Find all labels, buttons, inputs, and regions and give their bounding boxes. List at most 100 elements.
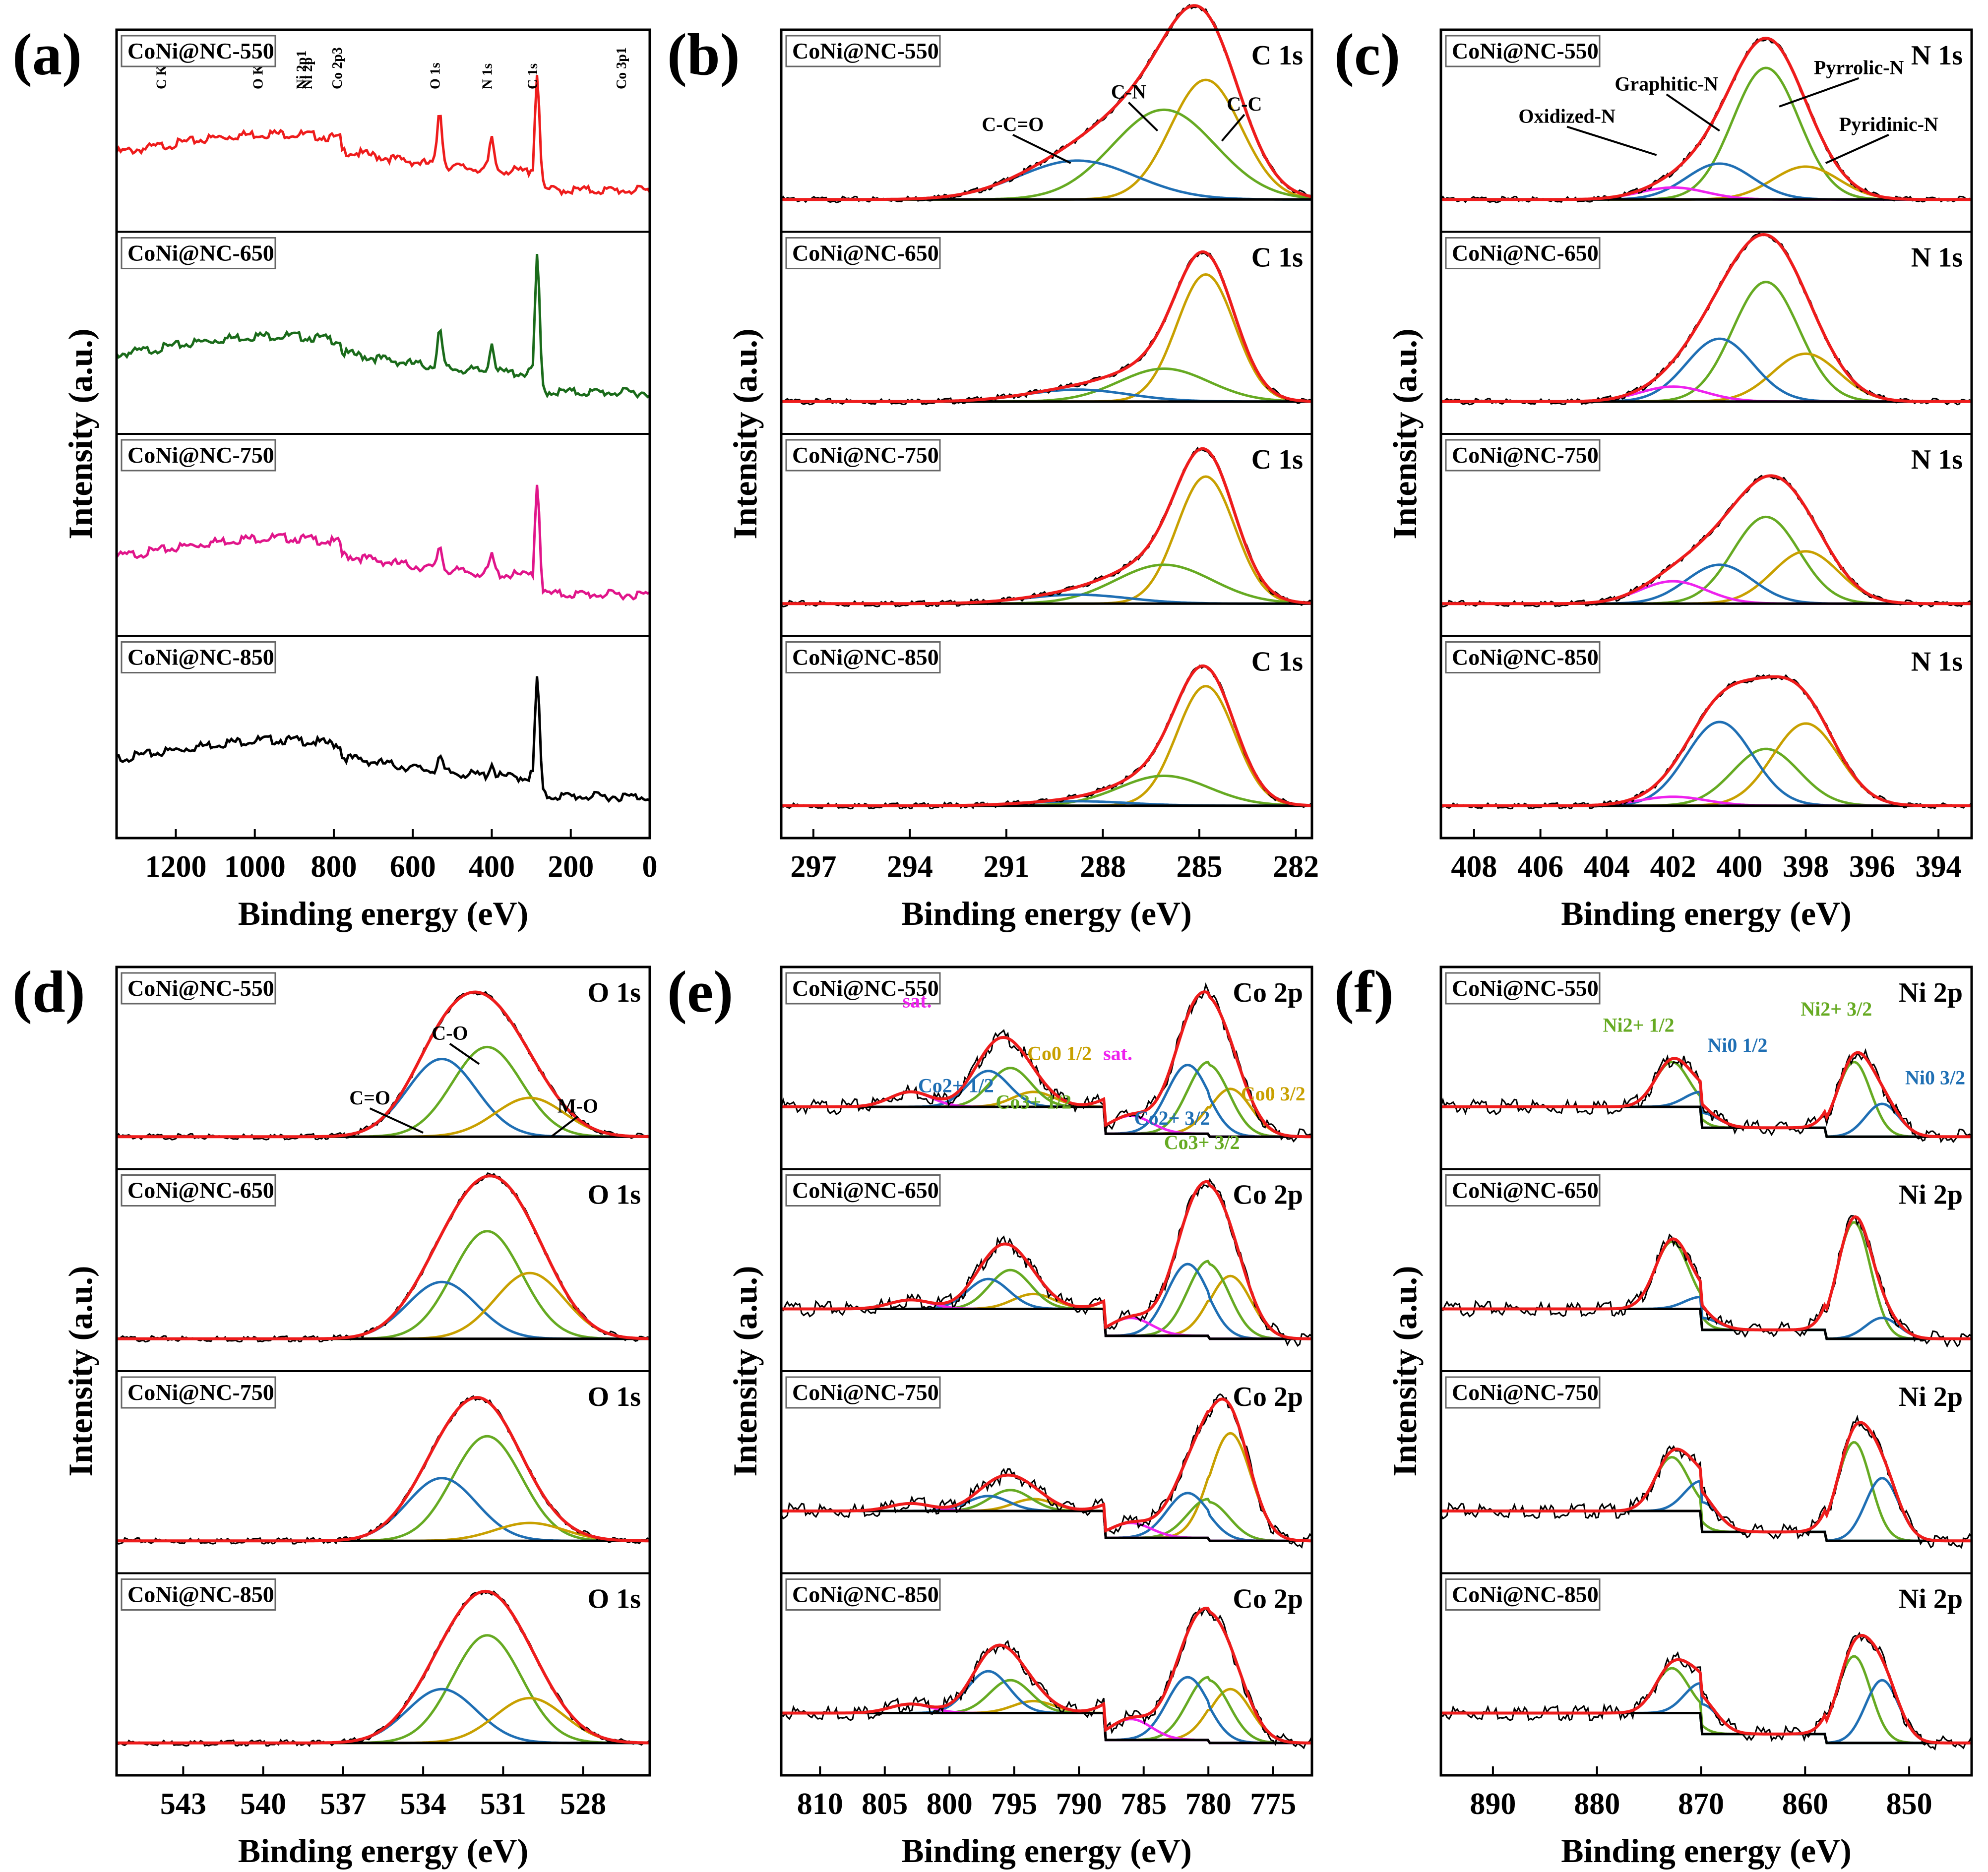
- survey-annotation: O 1s: [428, 62, 443, 89]
- sample-label-box: [121, 641, 276, 673]
- core-level-label: O 1s: [588, 1180, 641, 1210]
- core-level-label: Co 2p: [1233, 977, 1303, 1008]
- peak-annotation: Co3+ 1/2: [996, 1090, 1072, 1113]
- sample-label: CoNi@NC-750: [127, 442, 274, 468]
- x-tick-label: 795: [991, 1787, 1037, 1821]
- x-tick-label: 200: [548, 850, 594, 884]
- peak-annotation: M-O: [558, 1094, 598, 1117]
- fit-envelope-line: [1441, 1051, 1972, 1139]
- peak-annotation: Pyrrolic-N: [1814, 57, 1904, 79]
- raw-data-line: [116, 1590, 650, 1748]
- peak-annotation: Co2+ 3/2: [1134, 1107, 1210, 1129]
- panel-label: (c): [1334, 21, 1400, 87]
- sample-label: CoNi@NC-650: [792, 1178, 939, 1203]
- subplot-CoNi@NC-650: O 1s CoNi@NC-650: [116, 1168, 650, 1343]
- x-tick-label: 297: [790, 850, 836, 884]
- raw-data-line: [1440, 1631, 1973, 1751]
- panel-d: (d) O 1s CoNi@NC-550 O 1s CoNi@NC-650 O 1s CoN…: [12, 959, 651, 1870]
- core-level-label: O 1s: [588, 1382, 641, 1412]
- x-tick-label: 785: [1120, 1787, 1167, 1821]
- sample-label: CoNi@NC-650: [1452, 241, 1599, 266]
- survey-line: [115, 253, 651, 399]
- sample-label: CoNi@NC-750: [1452, 1380, 1599, 1405]
- fit-envelope-line: [1441, 1421, 1972, 1543]
- plot-frame: [115, 28, 651, 840]
- peak-annotation: C=O: [349, 1087, 390, 1109]
- peak-annotation: Ni0 1/2: [1707, 1034, 1767, 1056]
- survey-annotation: Co 3p1: [614, 47, 629, 89]
- x-tick-label: 294: [887, 850, 933, 884]
- x-tick-label: 402: [1650, 850, 1696, 884]
- core-level-label: O 1s: [588, 977, 641, 1008]
- x-tick-label: 408: [1451, 850, 1497, 884]
- sample-label: CoNi@NC-650: [792, 241, 939, 266]
- fit-envelope-line: [117, 1174, 650, 1340]
- y-axis-label: Intensity (a.u.): [1386, 328, 1424, 539]
- x-tick-label: 780: [1185, 1787, 1232, 1821]
- sample-label-box: [785, 1376, 941, 1409]
- sample-label: CoNi@NC-850: [1452, 645, 1599, 670]
- peak-annotation: Co2+ 1/2: [918, 1075, 994, 1097]
- fit-envelope-line: [781, 250, 1312, 403]
- peak-annotation: Oxidized-N: [1518, 105, 1615, 127]
- x-tick-label: 531: [480, 1787, 526, 1821]
- x-tick-label: 800: [927, 1787, 973, 1821]
- x-tick-label: 870: [1678, 1787, 1724, 1821]
- raw-data-line: [780, 1393, 1313, 1549]
- peak-annotation: Co0 3/2: [1241, 1083, 1305, 1105]
- x-tick-label: 285: [1177, 850, 1223, 884]
- survey-annotation: Ni 2p: [300, 57, 315, 89]
- subplot-CoNi@NC-850: C 1s CoNi@NC-850: [781, 635, 1312, 810]
- x-tick-label: 528: [560, 1787, 606, 1821]
- sample-label: CoNi@NC-850: [127, 1582, 274, 1607]
- x-tick-label: 400: [469, 850, 515, 884]
- x-tick-label: 540: [240, 1787, 286, 1821]
- peak-annotation: Ni2+ 1/2: [1603, 1014, 1675, 1036]
- peak-annotation: sat.: [1103, 1042, 1132, 1064]
- subplot-CoNi@NC-850: Ni 2p CoNi@NC-850: [1440, 1572, 1973, 1751]
- sample-label: CoNi@NC-550: [1452, 38, 1599, 63]
- raw-data-line: [116, 1395, 650, 1545]
- y-axis-label: Intensity (a.u.): [726, 328, 764, 539]
- core-level-label: Co 2p: [1233, 1584, 1303, 1615]
- subplot-CoNi@NC-550: C 1s CoNi@NC-550: [780, 3, 1313, 203]
- component-Pyrrolic-N: [1441, 281, 1972, 403]
- fit-envelope-line: [117, 1589, 650, 1745]
- panel-label: (b): [667, 21, 740, 87]
- component-Co3-1-2: [781, 1268, 1312, 1340]
- peak-annotation: Co3+ 3/2: [1164, 1131, 1240, 1153]
- sample-label-box: [785, 1578, 941, 1611]
- sample-label-box: [121, 972, 276, 1005]
- fit-envelope-line: [1441, 1215, 1972, 1340]
- raw-data-line: [1440, 1215, 1973, 1348]
- x-tick-label: 810: [797, 1787, 843, 1821]
- sample-label: CoNi@NC-550: [127, 38, 274, 63]
- component-Pyrrolic-N: [1441, 747, 1972, 807]
- core-level-label: Ni 2p: [1899, 1382, 1963, 1412]
- fit-envelope-line: [781, 4, 1312, 201]
- sample-label-box: [1445, 237, 1601, 269]
- survey-line: [115, 75, 651, 197]
- sample-label: CoNi@NC-850: [792, 1582, 939, 1607]
- survey-line: [115, 484, 651, 601]
- component-Ni2-1-2: [1441, 1060, 1972, 1138]
- panel-label: (a): [12, 21, 82, 87]
- sample-label: CoNi@NC-750: [792, 442, 939, 468]
- subplot-CoNi@NC-850: CoNi@NC-850: [116, 635, 651, 803]
- peak-annotation: Ni2+ 3/2: [1801, 998, 1872, 1020]
- fit-envelope-line: [1441, 675, 1972, 807]
- x-tick-label: 398: [1783, 850, 1829, 884]
- annotation-arrow: [369, 1107, 424, 1134]
- background-line: [781, 1712, 1312, 1745]
- subplot-CoNi@NC-850: N 1s CoNi@NC-850: [1440, 635, 1972, 810]
- fit-envelope-line: [1441, 1633, 1972, 1745]
- sample-label: CoNi@NC-650: [127, 241, 274, 266]
- survey-annotation: Ni 2p1: [294, 50, 310, 89]
- component-C-C: [781, 475, 1312, 605]
- subplot-CoNi@NC-750: O 1s CoNi@NC-750: [116, 1370, 650, 1545]
- x-axis-label: Binding energy (eV): [238, 895, 529, 932]
- core-level-label: Ni 2p: [1899, 1584, 1963, 1615]
